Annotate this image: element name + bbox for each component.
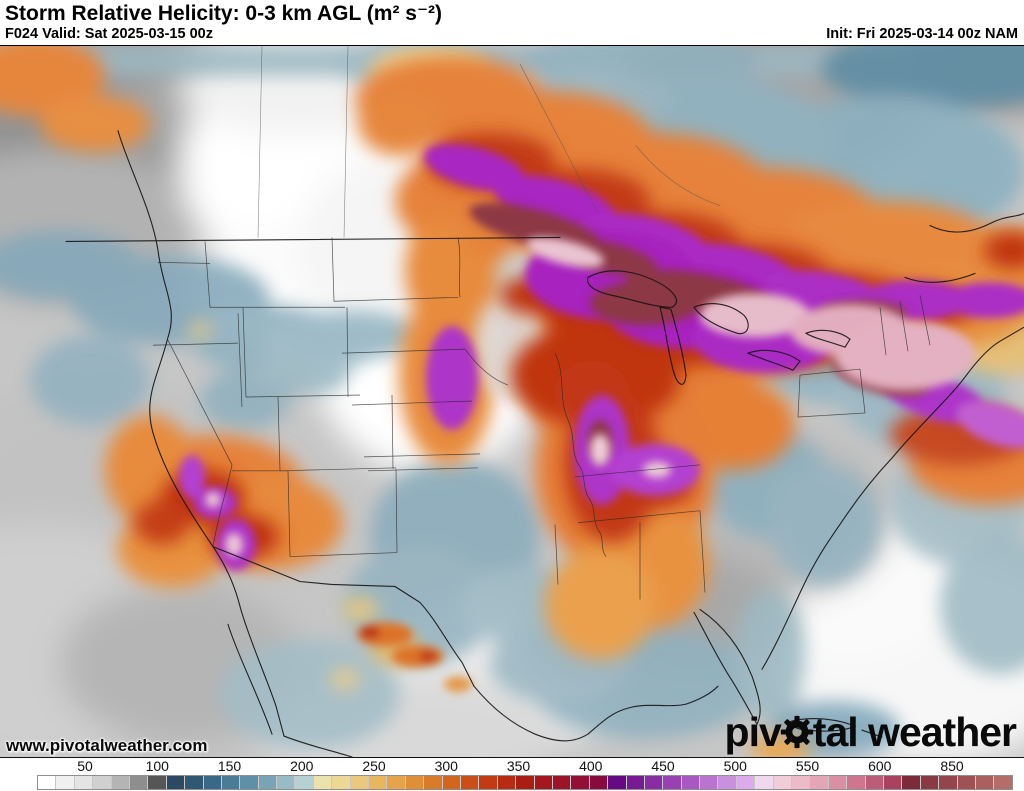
colorbar-cell xyxy=(975,776,995,789)
colorbar-tick-label: 300 xyxy=(434,758,458,774)
colorbar-cell xyxy=(387,776,406,789)
colorbar-cell xyxy=(700,776,719,789)
colorbar-footer: 50 100 150 200 250 300 350 400 450 500 550 600 850 xyxy=(0,758,1024,791)
colorbar-cell xyxy=(552,776,572,789)
helicity-map-graphic xyxy=(0,46,1024,757)
colorbar-tick-label: 50 xyxy=(77,758,93,774)
colorbar-cell xyxy=(920,776,940,789)
watermark-url: www.pivotalweather.com xyxy=(6,736,208,755)
colorbar-tick-label: 250 xyxy=(362,758,386,774)
colorbar-cell xyxy=(405,776,425,789)
colorbar-cell xyxy=(865,776,884,789)
colorbar-tick-label: 350 xyxy=(506,758,531,774)
colorbar-tick-label: 100 xyxy=(145,758,169,774)
colorbar-cell xyxy=(534,776,553,789)
colorbar-tick-label: 850 xyxy=(940,758,964,774)
colorbar-cell xyxy=(755,776,774,789)
colorbar-cell xyxy=(313,776,333,789)
colorbar-tick-label: 150 xyxy=(217,758,242,774)
colorbar-cell xyxy=(957,776,976,789)
colorbar-tick-label: 500 xyxy=(723,758,747,774)
colorbar-cell xyxy=(792,776,811,789)
colorbar-tick-label: 600 xyxy=(868,758,892,774)
colorbar-cell xyxy=(626,776,645,789)
colorbar-cell xyxy=(424,776,443,789)
colorbar-cell xyxy=(185,776,204,789)
model-init-label: Init: Fri 2025-03-14 00z NAM xyxy=(826,26,1018,42)
colorbar-cell xyxy=(883,776,903,789)
colorbar-cell xyxy=(38,776,57,789)
colorbar-cell xyxy=(736,776,756,789)
colorbar-cell xyxy=(810,776,829,789)
colorbar-cell xyxy=(460,776,480,789)
logo-text-weather: weather xyxy=(857,709,1017,755)
colorbar-cell xyxy=(148,776,167,789)
colorbar-cell xyxy=(166,776,186,789)
logo-text-piv: piv xyxy=(724,709,782,755)
colorbar-cell xyxy=(442,776,461,789)
gear-icon xyxy=(780,715,814,749)
colorbar-cell xyxy=(663,776,682,789)
colorbar-cell xyxy=(608,776,627,789)
colorbar-cell xyxy=(589,776,609,789)
colorbar-cell xyxy=(203,776,222,789)
colorbar-ticks: 50 100 150 200 250 300 350 400 450 500 550 600 850 xyxy=(0,758,1024,774)
logo-text-tal: tal xyxy=(812,709,859,755)
colorbar-cell xyxy=(479,776,498,789)
colorbar xyxy=(37,775,1013,790)
colorbar-cell xyxy=(74,776,94,789)
colorbar-tick-label: 550 xyxy=(795,758,820,774)
colorbar-cell xyxy=(718,776,737,789)
colorbar-cell xyxy=(847,776,866,789)
colorbar-cell xyxy=(277,776,296,789)
colorbar-cell xyxy=(258,776,278,789)
colorbar-cell xyxy=(295,776,314,789)
colorbar-cell xyxy=(773,776,793,789)
colorbar-cell xyxy=(497,776,517,789)
colorbar-cell xyxy=(902,776,921,789)
colorbar-cell xyxy=(221,776,241,789)
colorbar-cell xyxy=(332,776,351,789)
colorbar-cell xyxy=(644,776,664,789)
header: Storm Relative Helicity: 0-3 km AGL (m² … xyxy=(0,0,1024,45)
colorbar-cell xyxy=(939,776,958,789)
colorbar-tick-label: 200 xyxy=(290,758,314,774)
colorbar-cell xyxy=(369,776,388,789)
colorbar-cell xyxy=(240,776,259,789)
colorbar-cell xyxy=(111,776,130,789)
helicity-map: www.pivotalweather.com piv tal weather xyxy=(0,45,1024,758)
colorbar-cell xyxy=(681,776,701,789)
colorbar-tick-label: 450 xyxy=(651,758,675,774)
colorbar-cell xyxy=(93,776,112,789)
colorbar-cell xyxy=(56,776,75,789)
colorbar-cell xyxy=(994,776,1012,789)
colorbar-cell xyxy=(516,776,535,789)
colorbar-tick-label: 400 xyxy=(579,758,603,774)
colorbar-cell xyxy=(571,776,590,789)
colorbar-cell xyxy=(129,776,149,789)
colorbar-cell xyxy=(350,776,370,789)
colorbar-cell xyxy=(828,776,848,789)
pivotal-weather-logo: piv tal weather xyxy=(724,709,1017,755)
forecast-valid-label: F024 Valid: Sat 2025-03-15 00z xyxy=(5,26,213,42)
page-title: Storm Relative Helicity: 0-3 km AGL (m² … xyxy=(5,2,443,25)
